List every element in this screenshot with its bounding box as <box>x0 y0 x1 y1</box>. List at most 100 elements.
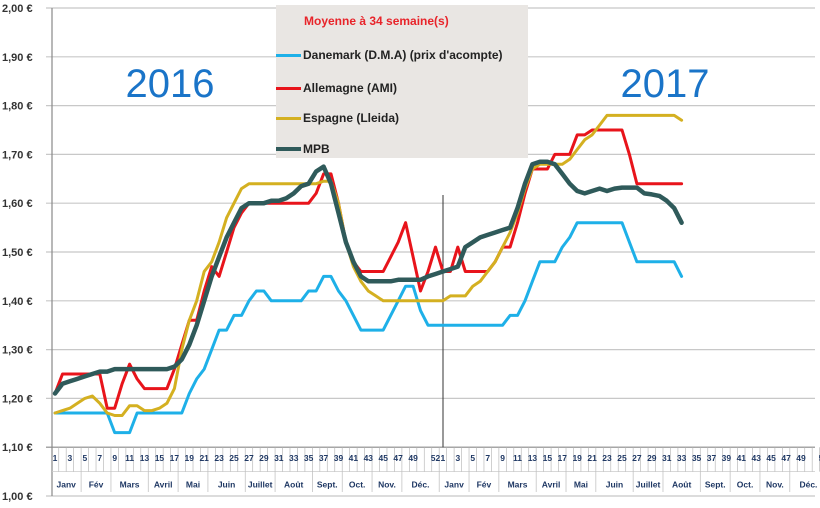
week-label: 21 <box>587 453 597 463</box>
week-label: 27 <box>632 453 642 463</box>
week-label: 17 <box>170 453 180 463</box>
legend-swatch <box>276 116 301 120</box>
week-label: 13 <box>528 453 538 463</box>
month-label: Mai <box>574 480 588 490</box>
week-label: 41 <box>737 453 747 463</box>
month-label: Oct. <box>349 480 366 490</box>
week-label: 35 <box>692 453 702 463</box>
week-label: 21 <box>199 453 209 463</box>
month-label: Déc. <box>799 480 817 490</box>
legend-title: Moyenne à 34 semaine(s) <box>304 14 449 28</box>
legend-item-mpb: MPB <box>276 141 330 157</box>
week-label: 25 <box>617 453 627 463</box>
year-label-2017: 2017 <box>621 62 710 106</box>
week-label: 39 <box>334 453 344 463</box>
month-label: Janv <box>444 480 464 490</box>
legend-item-allemagne: Allemagne (AMI) <box>276 80 397 96</box>
month-label: Avril <box>542 480 561 490</box>
week-label: 47 <box>393 453 403 463</box>
week-label: 7 <box>97 453 102 463</box>
month-label: Mai <box>186 480 200 490</box>
month-label: Oct. <box>737 480 754 490</box>
week-label: 7 <box>485 453 490 463</box>
month-label: Nov. <box>766 480 784 490</box>
week-label: 49 <box>796 453 806 463</box>
series-line-danemark <box>53 221 684 435</box>
month-label: Fév <box>89 480 104 490</box>
week-label: 23 <box>214 453 224 463</box>
week-label: 29 <box>259 453 269 463</box>
week-label: 33 <box>677 453 687 463</box>
week-label: 41 <box>349 453 359 463</box>
week-label: 43 <box>752 453 762 463</box>
legend-swatch <box>276 147 301 151</box>
week-label: 15 <box>543 453 553 463</box>
y-tick-label: 1,20 € <box>2 393 33 405</box>
week-label: 37 <box>319 453 329 463</box>
week-label: 35 <box>304 453 314 463</box>
week-label: 39 <box>722 453 732 463</box>
month-label: Janv <box>57 480 77 490</box>
week-label: 45 <box>379 453 389 463</box>
week-label: 5 <box>82 453 87 463</box>
week-label: 5 <box>470 453 475 463</box>
y-tick-label: 1,00 € <box>2 491 33 503</box>
legend-swatch <box>276 53 301 57</box>
year-label-2016: 2016 <box>126 62 215 106</box>
y-tick-label: 2,00 € <box>2 3 33 15</box>
y-tick-label: 1,50 € <box>2 247 33 259</box>
week-label: 25 <box>229 453 239 463</box>
month-label: Avril <box>154 480 173 490</box>
y-tick-label: 1,10 € <box>2 442 33 454</box>
week-label: 19 <box>572 453 582 463</box>
week-label: 1 <box>53 453 58 463</box>
legend-label: Allemagne (AMI) <box>303 81 398 95</box>
week-label: 3 <box>68 453 73 463</box>
week-label: 33 <box>289 453 299 463</box>
week-label: 3 <box>455 453 460 463</box>
month-label: Juillet <box>636 480 661 490</box>
y-tick-label: 1,90 € <box>2 52 33 64</box>
y-tick-label: 1,60 € <box>2 198 33 210</box>
week-label: 37 <box>707 453 717 463</box>
y-tick-label: 1,80 € <box>2 101 33 113</box>
legend-swatch <box>276 86 301 90</box>
week-label: 19 <box>185 453 195 463</box>
week-label: 27 <box>244 453 254 463</box>
legend-label: MPB <box>303 142 330 156</box>
week-label: 31 <box>274 453 284 463</box>
month-label: Août <box>672 480 692 490</box>
legend-label: Espagne (Lleida) <box>303 111 400 125</box>
week-label: 52 <box>819 453 820 463</box>
week-label: 49 <box>408 453 418 463</box>
week-label: 13 <box>140 453 150 463</box>
legend: Moyenne à 34 semaine(s) Danemark (D.M.A)… <box>276 5 528 158</box>
series-line-mpb <box>52 159 684 396</box>
month-label: Fév <box>477 480 492 490</box>
y-tick-label: 1,30 € <box>2 345 33 357</box>
series-line-espagne <box>53 113 684 417</box>
month-label: Juin <box>606 480 623 490</box>
legend-item-espagne: Espagne (Lleida) <box>276 110 399 126</box>
week-label: 11 <box>125 453 134 463</box>
month-label: Juin <box>218 480 235 490</box>
week-label: 29 <box>647 453 657 463</box>
y-tick-label: 1,40 € <box>2 296 33 308</box>
week-label: 45 <box>766 453 776 463</box>
week-label: 9 <box>112 453 117 463</box>
month-label: Déc. <box>412 480 430 490</box>
week-label: 31 <box>662 453 672 463</box>
month-label: Mars <box>120 480 140 490</box>
series-line-allemagne <box>53 128 684 410</box>
legend-item-danemark: Danemark (D.M.A) (prix d'acompte) <box>276 47 503 63</box>
y-tick-label: 1,70 € <box>2 149 33 161</box>
week-label: 9 <box>500 453 505 463</box>
week-label: 43 <box>364 453 374 463</box>
month-label: Sept. <box>317 480 338 490</box>
week-label: 47 <box>781 453 791 463</box>
week-label: 1 <box>441 453 446 463</box>
month-label: Juillet <box>248 480 273 490</box>
month-label: Nov. <box>378 480 396 490</box>
week-label: 15 <box>155 453 165 463</box>
